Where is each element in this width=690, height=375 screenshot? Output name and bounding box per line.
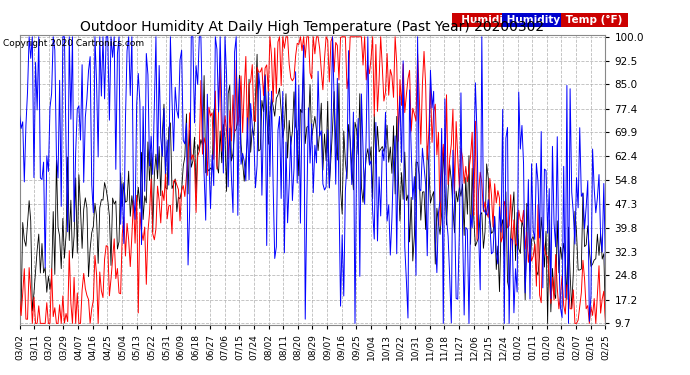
Text: Humidity (%): Humidity (%) — [504, 15, 588, 25]
Text: Humidity (%)  Temp (°F): Humidity (%) Temp (°F) — [454, 15, 602, 25]
Title: Outdoor Humidity At Daily High Temperature (Past Year) 20200302: Outdoor Humidity At Daily High Temperatu… — [81, 20, 544, 34]
Text: Humidity (%): Humidity (%) — [525, 15, 602, 25]
Text: Copyright 2020 Cartronics.com: Copyright 2020 Cartronics.com — [3, 39, 145, 48]
Text: Temp (°F): Temp (°F) — [562, 15, 626, 25]
